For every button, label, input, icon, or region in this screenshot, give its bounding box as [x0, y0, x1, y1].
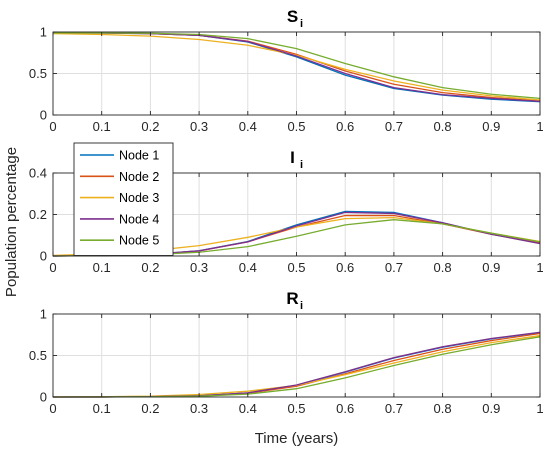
x-tick-label: 0.4	[239, 119, 257, 134]
panel-title-subscript: i	[300, 159, 303, 171]
x-tick-label: 0.2	[141, 401, 159, 416]
panel-title-subscript: i	[300, 18, 303, 30]
x-axis-label: Time (years)	[255, 430, 339, 447]
x-tick-label: 0.8	[434, 401, 452, 416]
panel-title: S	[287, 7, 298, 26]
panel-3: 0 0.1 0.2 0.3 0.4 0.5 0.6 0.7 0.8 0.9 1 0 0.5 1 R i Time…	[29, 289, 544, 447]
x-tick-label: 0.8	[434, 260, 452, 275]
legend-box	[73, 142, 174, 256]
x-tick-label: 0.5	[287, 260, 305, 275]
x-tick-label: 0.1	[93, 260, 111, 275]
x-tick-label: 0.2	[141, 260, 159, 275]
x-tick-label: 0	[49, 401, 56, 416]
y-tick-label: 0.4	[29, 166, 47, 181]
series-line-node-5	[52, 32, 541, 100]
x-tick-label: 0.3	[190, 260, 208, 275]
y-tick-label: 0.5	[29, 348, 47, 363]
x-tick-label: 0.9	[482, 119, 500, 134]
legend-label-node-5: Node 5	[119, 234, 159, 248]
y-tick-label: 1	[40, 25, 47, 40]
x-tick-label: 0.7	[385, 260, 403, 275]
legend-label-node-3: Node 3	[119, 191, 159, 205]
y-tick-label: 0	[40, 249, 47, 264]
x-tick-label: 0.6	[336, 119, 354, 134]
legend-label-node-4: Node 4	[119, 212, 159, 226]
x-tick-label: 0.9	[482, 401, 500, 416]
x-tick-label: 0.5	[287, 119, 305, 134]
x-tick-label: 0	[49, 119, 56, 134]
x-tick-label: 0.6	[336, 260, 354, 275]
x-tick-label: 0.1	[93, 119, 111, 134]
x-tick-label: 0	[49, 260, 56, 275]
x-tick-label: 0.2	[141, 119, 159, 134]
x-tick-label: 1	[536, 260, 543, 275]
x-tick-label: 0.1	[93, 401, 111, 416]
panel-title-subscript: i	[300, 300, 303, 312]
y-tick-label: 0.2	[29, 207, 47, 222]
x-tick-label: 1	[536, 119, 543, 134]
x-tick-label: 0.4	[239, 401, 257, 416]
legend: Node 1 Node 2 Node 3 Node 4 Node 5	[73, 142, 174, 256]
x-tick-label: 0.8	[434, 119, 452, 134]
series-line-node-3	[52, 33, 541, 101]
y-axis-label: Population percentage	[3, 147, 20, 297]
x-tick-label: 0.6	[336, 401, 354, 416]
legend-label-node-1: Node 1	[119, 149, 159, 163]
y-tick-label: 0.5	[29, 66, 47, 81]
y-tick-label: 1	[40, 307, 47, 322]
x-tick-label: 0.7	[385, 401, 403, 416]
x-tick-label: 1	[536, 401, 543, 416]
y-tick-label: 0	[40, 108, 47, 123]
panel-1: 0 0.1 0.2 0.3 0.4 0.5 0.6 0.7 0.8 0.9 1 0 0.5 1 S i	[29, 7, 544, 134]
x-tick-label: 0.4	[239, 260, 257, 275]
x-tick-label: 0.9	[482, 260, 500, 275]
x-tick-label: 0.3	[190, 119, 208, 134]
panel-title: R	[286, 289, 298, 308]
x-tick-label: 0.7	[385, 119, 403, 134]
legend-label-node-2: Node 2	[119, 170, 159, 184]
panel-title: I	[290, 148, 295, 167]
y-tick-label: 0	[40, 390, 47, 405]
x-tick-label: 0.5	[287, 401, 305, 416]
x-tick-label: 0.3	[190, 401, 208, 416]
